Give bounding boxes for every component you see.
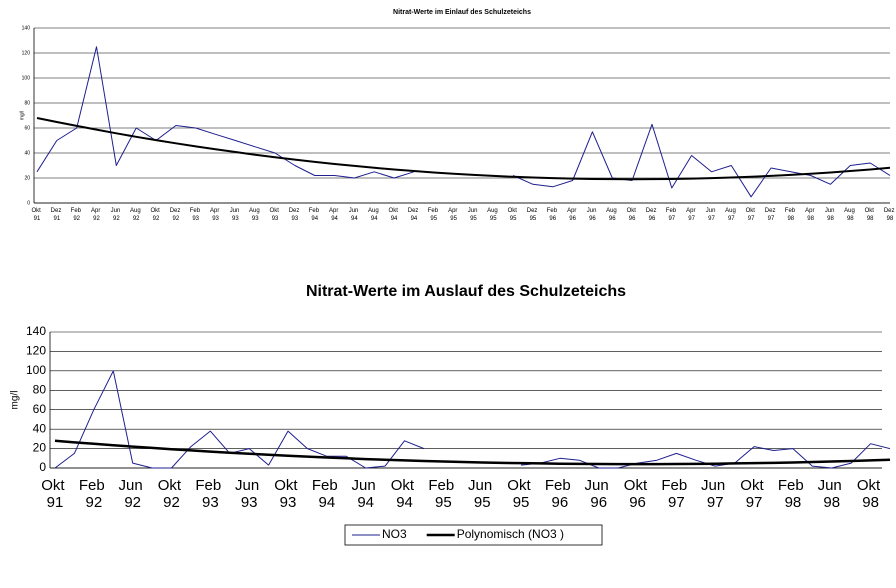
legend-box xyxy=(344,524,603,546)
x-tick-label: Feb 93 xyxy=(195,477,225,511)
x-tick-label: Jun 96 xyxy=(587,208,598,222)
y-tick-label: 20 xyxy=(24,175,30,181)
y-tick-label: 140 xyxy=(22,25,31,31)
x-tick-label: Aug 92 xyxy=(130,208,142,222)
x-tick-label: Apr 94 xyxy=(329,208,340,222)
x-tick-label: Okt 98 xyxy=(865,208,876,222)
x-tick-label: Dez 95 xyxy=(527,208,539,222)
x-tick-label: Feb 95 xyxy=(428,208,440,222)
x-tick-label: Feb 97 xyxy=(666,208,678,222)
data-line xyxy=(54,439,891,466)
x-tick-label: Jun 97 xyxy=(701,477,729,511)
x-tick-label: Apr 96 xyxy=(567,208,578,222)
x-tick-label: Okt 95 xyxy=(508,208,519,222)
y-tick-label: 80 xyxy=(33,382,47,396)
y-tick-label: 60 xyxy=(24,125,30,131)
x-tick-label: Jun 95 xyxy=(468,208,479,222)
x-tick-label: Dez 97 xyxy=(765,208,777,222)
x-tick-label: Jun 93 xyxy=(235,477,263,511)
chart-title: Nitrat-Werte im Auslauf des Schulzeteich… xyxy=(306,283,626,300)
y-tick-label: 80 xyxy=(24,100,30,106)
x-tick-label: Aug 95 xyxy=(487,208,499,222)
x-tick-label: Feb 94 xyxy=(312,477,342,511)
x-tick-label: Jun 98 xyxy=(818,477,846,511)
y-tick-label: 120 xyxy=(22,50,31,56)
x-tick-label: Okt 91 xyxy=(41,477,69,511)
x-tick-label: Apr 98 xyxy=(805,208,816,222)
x-tick-label: Jun 92 xyxy=(118,477,146,511)
data-line xyxy=(36,46,891,198)
x-tick-label: Jun 94 xyxy=(352,477,380,511)
x-tick-label: Jun 95 xyxy=(468,477,496,511)
chart-title: Nitrat-Werte im Einlauf des Schulzeteich… xyxy=(393,9,531,16)
x-tick-label: Jun 94 xyxy=(349,208,360,222)
x-tick-label: Dez 91 xyxy=(51,208,63,222)
x-tick-label: Feb 93 xyxy=(190,208,202,222)
x-tick-label: Feb 95 xyxy=(428,477,458,511)
x-tick-label: Jun 97 xyxy=(706,208,717,222)
x-tick-label: Feb 94 xyxy=(309,208,321,222)
x-tick-label: Jun 98 xyxy=(825,208,836,222)
x-tick-label: Aug 96 xyxy=(606,208,618,222)
x-tick-label: Okt 97 xyxy=(746,208,757,222)
x-tick-label: Aug 93 xyxy=(249,208,261,222)
x-tick-label: Feb 98 xyxy=(785,208,797,222)
x-tick-label: Apr 93 xyxy=(210,208,221,222)
y-tick-label: 120 xyxy=(26,344,46,358)
x-tick-label: Feb 92 xyxy=(79,477,109,511)
x-tick-label: Okt 91 xyxy=(31,208,42,222)
x-tick-label: Jun 93 xyxy=(230,208,241,222)
y-tick-label: 100 xyxy=(22,75,31,81)
y-tick-label: 0 xyxy=(39,460,46,474)
y-axis-label: mg/l xyxy=(10,391,21,410)
y-tick-label: 60 xyxy=(33,402,47,416)
x-tick-label: Okt 95 xyxy=(507,477,535,511)
x-tick-label: Jun 92 xyxy=(111,208,122,222)
x-tick-label: Apr 95 xyxy=(448,208,459,222)
x-tick-label: Okt 98 xyxy=(857,477,885,511)
x-tick-label: Okt 94 xyxy=(391,477,419,511)
x-tick-label: Dez 92 xyxy=(170,208,182,222)
y-tick-label: 40 xyxy=(33,421,47,435)
x-tick-label: Okt 92 xyxy=(158,477,186,511)
y-tick-label: 40 xyxy=(24,150,30,156)
x-tick-label: Apr 97 xyxy=(686,208,697,222)
x-tick-label: Okt 93 xyxy=(270,208,281,222)
data-line xyxy=(54,370,891,469)
x-tick-label: Feb 92 xyxy=(71,208,83,222)
x-tick-label: Aug 94 xyxy=(368,208,380,222)
x-tick-label: Jun 96 xyxy=(585,477,613,511)
y-tick-label: 0 xyxy=(27,200,30,206)
y-tick-label: 20 xyxy=(33,441,47,455)
data-line xyxy=(36,117,891,181)
x-tick-label: Aug 97 xyxy=(725,208,737,222)
x-tick-label: Okt 94 xyxy=(389,208,400,222)
y-tick-label: 140 xyxy=(26,324,46,338)
x-tick-label: Okt 96 xyxy=(624,477,652,511)
x-tick-label: Feb 96 xyxy=(547,208,559,222)
x-tick-label: Dez 93 xyxy=(289,208,301,222)
x-tick-label: Okt 92 xyxy=(151,208,162,222)
x-tick-label: Aug 98 xyxy=(844,208,856,222)
x-tick-label: Feb 96 xyxy=(545,477,575,511)
x-tick-label: Dez 94 xyxy=(408,208,420,222)
legend-label: Polynomisch (NO3 ) xyxy=(457,527,564,541)
y-tick-label: 100 xyxy=(26,363,46,377)
legend-label: NO3 xyxy=(382,527,407,541)
x-tick-label: Okt 96 xyxy=(627,208,638,222)
x-tick-label: Apr 92 xyxy=(91,208,102,222)
x-tick-label: Feb 97 xyxy=(661,477,691,511)
x-tick-label: Feb 98 xyxy=(778,477,808,511)
x-tick-label: Dez 98 xyxy=(884,208,896,222)
x-tick-label: Okt 97 xyxy=(740,477,768,511)
x-tick-label: Okt 93 xyxy=(274,477,302,511)
x-tick-label: Dez 96 xyxy=(646,208,658,222)
y-axis-label: mg/l xyxy=(19,111,25,120)
